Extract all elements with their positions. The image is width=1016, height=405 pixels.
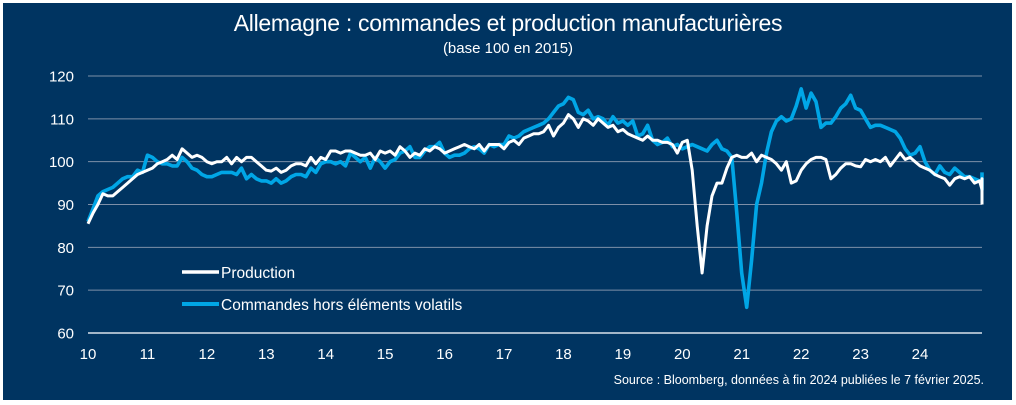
legend-label-commandes: Commandes hors éléments volatils [221,297,462,314]
x-tick-label: 12 [199,346,216,363]
chart-title: Allemagne : commandes et production manu… [233,10,783,36]
x-tick-label: 16 [436,346,453,363]
x-tick-label: 14 [317,346,334,363]
y-tick-label: 90 [57,197,74,214]
y-tick-label: 100 [49,154,74,171]
x-tick-label: 18 [555,346,572,363]
x-tick-label: 23 [852,346,869,363]
gridlines [88,75,982,334]
legend: Production Commandes hors éléments volat… [182,265,462,314]
x-tick-label: 10 [80,346,97,363]
y-tick-label: 110 [50,111,74,128]
y-tick-label: 120 [49,69,74,86]
x-tick-label: 13 [258,346,275,363]
series-line-production [86,113,984,275]
chart-subtitle: (base 100 en 2015) [442,40,574,57]
series-line-commandes [86,87,984,310]
x-tick-label: 22 [793,346,810,363]
x-tick-label: 21 [733,346,750,363]
y-tick-label: 60 [57,326,74,343]
x-tick-label: 17 [496,346,513,363]
x-tick-label: 20 [674,346,691,363]
x-tick-label: 15 [377,346,394,363]
x-axis-ticks: 10 11 12 13 14 15 16 17 18 19 20 21 22 23 24 [80,346,929,363]
series-lines [86,87,984,310]
x-tick-label: 19 [615,346,632,363]
y-tick-label: 80 [57,240,74,257]
legend-label-production: Production [221,265,295,282]
y-tick-label: 70 [57,283,74,300]
x-tick-label: 24 [912,346,929,363]
source-note: Source : Bloomberg, données à fin 2024 p… [613,373,984,387]
x-tick-label: 11 [140,346,156,363]
chart-panel [3,3,1012,400]
y-axis-ticks: 60 70 80 90 100 110 120 [49,69,74,343]
